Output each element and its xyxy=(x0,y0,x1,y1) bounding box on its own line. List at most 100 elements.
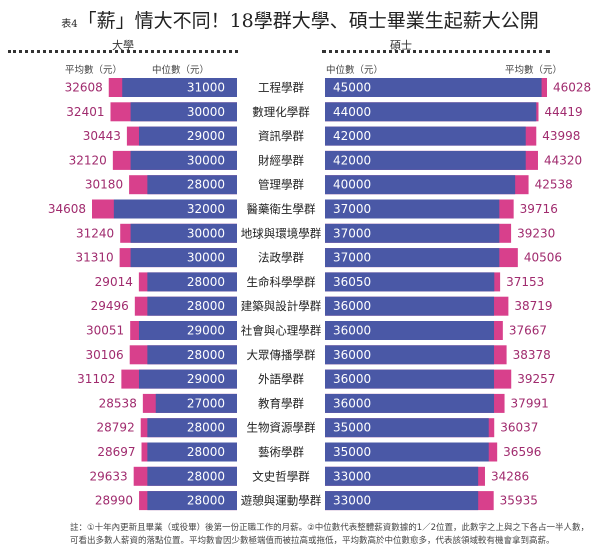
category-label: 文史哲學群 xyxy=(252,469,310,483)
divider-left xyxy=(8,50,238,53)
bar-master-median xyxy=(325,466,479,486)
bar-master-median xyxy=(325,126,526,146)
label-bachelor-median: 29000 xyxy=(187,324,225,338)
category-label: 大眾傳播學群 xyxy=(247,348,316,362)
label-bachelor-median: 29000 xyxy=(187,372,225,386)
bar-bachelor-median xyxy=(138,321,237,340)
label-master-avg: 39257 xyxy=(517,372,555,386)
label-master-avg: 42538 xyxy=(535,178,573,192)
label-bachelor-avg: 30443 xyxy=(83,129,121,143)
label-bachelor-median: 28000 xyxy=(187,275,225,289)
bar-bachelor-median xyxy=(130,102,237,122)
bar-master-median xyxy=(325,175,516,195)
panel-title-master: 碩士 xyxy=(390,39,412,52)
label-master-avg: 38378 xyxy=(513,348,551,362)
label-master-median: 44000 xyxy=(333,105,371,119)
label-bachelor-median: 32000 xyxy=(187,202,225,216)
label-bachelor-avg: 31102 xyxy=(77,372,115,386)
bar-master-median xyxy=(325,78,542,97)
chart-title: 表4「薪」情大不同！18學群大學、碩士畢業生起薪大公開 xyxy=(0,6,600,33)
label-master-median: 40000 xyxy=(333,178,371,192)
category-label: 生命科學學群 xyxy=(247,275,316,289)
label-bachelor-avg: 28792 xyxy=(97,421,135,435)
header-right-median: 中位數（元） xyxy=(326,65,384,76)
label-master-avg: 37153 xyxy=(506,275,544,289)
bar-bachelor-median xyxy=(147,175,237,195)
label-master-avg: 44419 xyxy=(545,105,583,119)
bar-bachelor-median xyxy=(122,78,237,97)
bar-master-median xyxy=(325,150,526,170)
label-master-median: 45000 xyxy=(333,81,371,95)
label-master-median: 36000 xyxy=(333,348,371,362)
label-master-avg: 46028 xyxy=(553,81,591,95)
label-bachelor-median: 28000 xyxy=(187,299,225,313)
label-bachelor-avg: 28990 xyxy=(95,494,133,508)
bar-bachelor-median xyxy=(147,466,237,486)
label-master-median: 37000 xyxy=(333,226,371,240)
category-label: 法政學群 xyxy=(258,251,304,265)
label-bachelor-median: 30000 xyxy=(187,251,225,265)
bar-master-median xyxy=(325,393,495,413)
bar-master-median xyxy=(325,102,537,122)
bar-bachelor-median xyxy=(147,442,237,462)
label-bachelor-avg: 34608 xyxy=(48,202,86,216)
category-label: 管理學群 xyxy=(258,178,304,192)
label-master-median: 35000 xyxy=(333,445,371,459)
label-master-avg: 39716 xyxy=(520,202,558,216)
footnote: 註：①十年內更新且畢業（或役畢）後第一份正職工作的月薪。②中位數代表整體薪資數據… xyxy=(70,523,590,546)
table-number: 表4 xyxy=(61,19,78,30)
label-master-avg: 40506 xyxy=(524,251,562,265)
label-master-median: 33000 xyxy=(333,494,371,508)
label-bachelor-median: 30000 xyxy=(187,105,225,119)
label-bachelor-median: 28000 xyxy=(187,348,225,362)
label-bachelor-avg: 32608 xyxy=(65,81,103,95)
label-bachelor-avg: 30051 xyxy=(86,324,124,338)
bar-master-median xyxy=(325,296,495,316)
label-bachelor-avg: 29496 xyxy=(91,299,129,313)
category-label: 生物資源學群 xyxy=(247,421,316,435)
header-right-avg: 平均數（元） xyxy=(505,65,563,76)
bar-bachelor-median xyxy=(147,491,237,511)
bar-master-median xyxy=(325,418,489,438)
label-bachelor-avg: 30106 xyxy=(86,348,124,362)
category-label: 工程學群 xyxy=(258,81,304,95)
bar-master-median xyxy=(325,369,495,389)
label-master-median: 36000 xyxy=(333,396,371,410)
label-master-avg: 36037 xyxy=(500,421,538,435)
label-master-avg: 35935 xyxy=(500,494,538,508)
bar-bachelor-median xyxy=(147,345,237,365)
bar-bachelor-median xyxy=(138,369,237,389)
category-label: 建築與設計學群 xyxy=(241,299,322,313)
label-bachelor-avg: 32120 xyxy=(69,153,107,167)
label-master-median: 36000 xyxy=(333,324,371,338)
bar-bachelor-median xyxy=(147,296,237,316)
label-master-avg: 37667 xyxy=(509,324,547,338)
bar-bachelor-median xyxy=(147,272,237,292)
bar-bachelor-median xyxy=(155,393,237,413)
divider-right xyxy=(322,50,550,53)
category-label: 醫藥衛生學群 xyxy=(247,202,316,216)
bar-master-median xyxy=(325,442,489,462)
label-master-avg: 34286 xyxy=(491,469,529,483)
bar-master-median xyxy=(325,199,500,219)
category-label: 資訊學群 xyxy=(258,129,304,143)
label-bachelor-median: 30000 xyxy=(187,226,225,240)
category-label: 遊憩與運動學群 xyxy=(241,494,322,508)
label-bachelor-median: 28000 xyxy=(187,445,225,459)
label-master-median: 37000 xyxy=(333,202,371,216)
category-label: 外語學群 xyxy=(258,372,304,386)
label-master-median: 42000 xyxy=(333,129,371,143)
label-bachelor-avg: 28697 xyxy=(97,445,135,459)
label-master-median: 33000 xyxy=(333,469,371,483)
header-left-median: 中位數（元） xyxy=(152,65,210,76)
label-bachelor-avg: 31310 xyxy=(75,251,113,265)
label-master-avg: 36596 xyxy=(503,445,541,459)
label-bachelor-median: 27000 xyxy=(187,396,225,410)
bar-bachelor-median xyxy=(130,248,237,268)
panel-title-bachelor: 大學 xyxy=(112,39,134,52)
category-label: 社會與心理學群 xyxy=(241,324,322,338)
label-master-median: 36000 xyxy=(333,372,371,386)
bar-bachelor-median xyxy=(147,418,237,438)
label-master-median: 42000 xyxy=(333,153,371,167)
